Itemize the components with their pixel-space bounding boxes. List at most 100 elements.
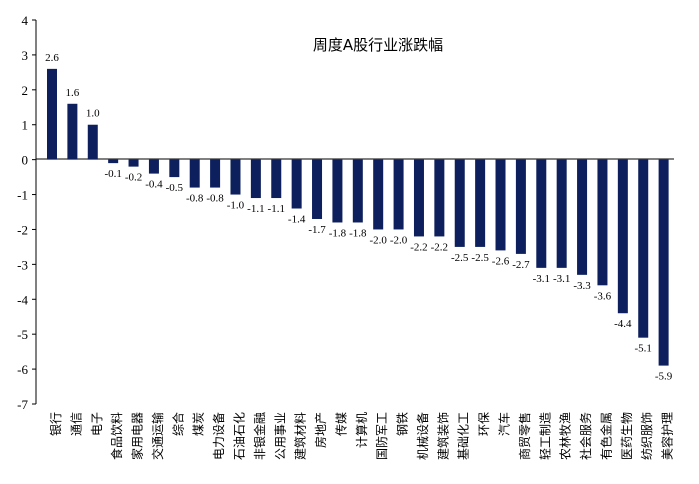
x-category-label: 建筑材料 xyxy=(293,412,308,460)
bar xyxy=(148,159,159,174)
data-label: -2.6 xyxy=(492,255,510,267)
x-category-label: 钢铁 xyxy=(396,412,410,436)
x-category-label: 通信 xyxy=(69,412,83,436)
data-label: -2.2 xyxy=(431,241,448,253)
y-tick-label: -3 xyxy=(17,257,28,272)
bar xyxy=(128,159,139,167)
x-category-label: 非银金融 xyxy=(252,412,267,460)
bar xyxy=(332,159,343,223)
bar xyxy=(87,124,98,160)
x-category-label: 机械设备 xyxy=(415,412,430,460)
x-category-label: 汽车 xyxy=(497,412,512,436)
x-category-label: 基础化工 xyxy=(457,412,471,460)
data-label: -3.3 xyxy=(573,280,591,292)
x-category-label: 国防军工 xyxy=(374,412,389,460)
x-category-label: 医药生物 xyxy=(620,412,634,460)
bar xyxy=(475,159,486,247)
bar xyxy=(556,159,567,268)
x-category-label: 银行 xyxy=(49,412,63,436)
y-tick-label: 0 xyxy=(22,153,29,168)
bar xyxy=(536,159,547,268)
x-category-label: 食品饮料 xyxy=(109,412,124,460)
x-category-label: 电力设备 xyxy=(212,412,226,460)
data-label: -3.6 xyxy=(594,290,612,302)
x-category-label: 纺织服饰 xyxy=(640,412,654,460)
data-label: -1.1 xyxy=(268,203,285,215)
data-label: 2.6 xyxy=(45,52,59,64)
data-label: -1.8 xyxy=(329,227,347,239)
y-axis-ticks: 4 3 2 1 0 -1 -2 -3 -4 -5 -6 -7 xyxy=(17,13,36,412)
y-tick-label: 2 xyxy=(22,83,29,98)
bar xyxy=(434,159,445,237)
data-label: -1.8 xyxy=(349,227,367,239)
data-label: -0.5 xyxy=(166,182,184,194)
bar xyxy=(597,159,608,286)
x-category-label: 房地产 xyxy=(313,412,328,448)
y-tick-label: 1 xyxy=(22,118,29,133)
y-tick-label: -2 xyxy=(17,222,28,237)
x-category-label: 有色金属 xyxy=(598,412,613,460)
data-label: 1.6 xyxy=(66,87,80,99)
bar xyxy=(658,159,669,366)
data-label: -2.0 xyxy=(369,234,387,246)
data-label: 1.0 xyxy=(86,108,100,120)
bar xyxy=(271,159,282,199)
bar xyxy=(169,159,180,178)
x-category-label: 电子 xyxy=(90,412,104,436)
bar xyxy=(495,159,506,251)
x-category-label: 商贸零售 xyxy=(517,412,532,460)
bar xyxy=(638,159,649,338)
data-label: -5.1 xyxy=(635,343,652,355)
y-tick-label: 3 xyxy=(22,48,29,63)
x-category-label: 轻工制造 xyxy=(538,412,552,460)
x-category-label: 综合 xyxy=(170,412,185,436)
y-tick-label: -5 xyxy=(17,327,28,342)
data-label: -0.4 xyxy=(145,179,163,191)
bar xyxy=(617,159,628,314)
bar xyxy=(67,103,78,160)
x-category-label: 环保 xyxy=(477,412,491,436)
x-category-label: 交通运输 xyxy=(150,412,165,460)
x-category-label: 公用事业 xyxy=(273,412,287,460)
y-tick-label: -1 xyxy=(17,188,28,203)
bar xyxy=(577,159,588,275)
data-label: -1.4 xyxy=(288,214,306,226)
x-category-label: 美容护理 xyxy=(660,412,675,460)
bar xyxy=(291,159,302,209)
bar xyxy=(47,68,57,160)
bar xyxy=(210,159,221,188)
y-tick-label: -6 xyxy=(17,362,28,377)
x-category-label: 传媒 xyxy=(333,412,348,436)
x-category-label: 石油石化 xyxy=(232,412,246,460)
data-label: -2.0 xyxy=(390,234,408,246)
y-tick-label: -7 xyxy=(17,397,28,412)
data-label: -2.5 xyxy=(451,252,469,264)
data-labels: 2.61.61.0-0.1 -0.2-0.4 -0.5-0.8 -0.8-1.0 -1.… xyxy=(45,52,673,383)
bar xyxy=(189,159,200,188)
x-category-label: 计算机 xyxy=(354,412,369,448)
data-label: -0.2 xyxy=(125,172,142,184)
bar xyxy=(454,159,465,247)
bar xyxy=(108,159,119,164)
bar xyxy=(230,159,241,195)
bar-series xyxy=(47,68,669,366)
y-tick-label: 4 xyxy=(22,13,29,28)
x-axis-category-labels: 银行 通信 电子 食品饮料 家用电器 交通运输 综合 煤炭 电力设备 石油石化 非银金融 公用事业 建筑… xyxy=(49,412,675,460)
data-label: -4.4 xyxy=(614,318,632,330)
data-label: -2.7 xyxy=(512,259,530,271)
bar xyxy=(312,159,323,219)
data-label: -0.8 xyxy=(206,193,224,205)
bar xyxy=(413,159,424,237)
x-category-label: 煤炭 xyxy=(192,412,206,436)
bar xyxy=(352,159,363,223)
bar xyxy=(250,159,261,199)
x-category-label: 家用电器 xyxy=(130,412,145,460)
bar xyxy=(515,159,526,254)
data-label: -1.7 xyxy=(308,224,326,236)
data-label: -1.1 xyxy=(247,203,264,215)
data-label: -1.0 xyxy=(227,200,245,212)
data-label: -0.8 xyxy=(186,193,204,205)
data-label: -5.9 xyxy=(655,371,673,383)
